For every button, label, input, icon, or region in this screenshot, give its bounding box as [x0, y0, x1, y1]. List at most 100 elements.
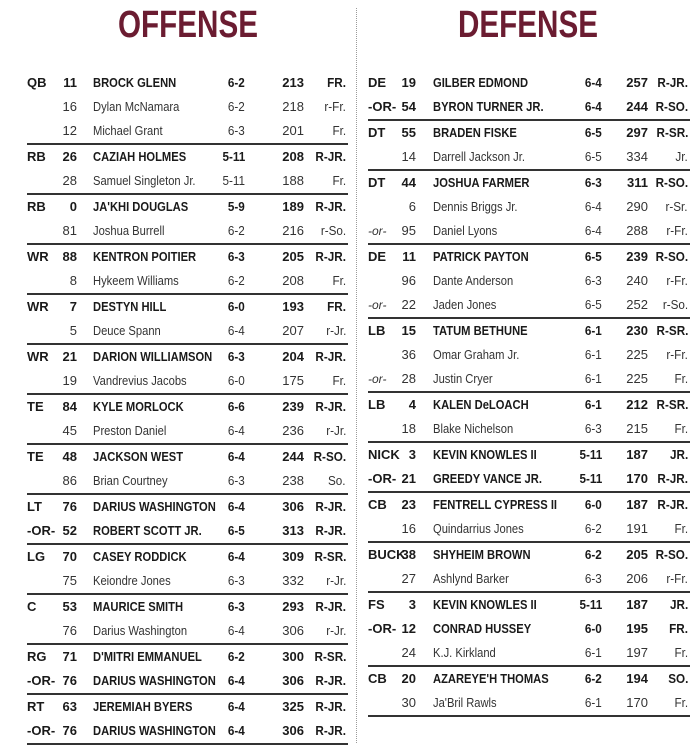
position-label: RG [27, 649, 47, 664]
player-name: JACKSON WEST [93, 449, 184, 464]
class-year: Fr. [674, 521, 688, 536]
height: 6-1 [585, 695, 602, 710]
backup-row: 6 Dennis Briggs Jr. 6-4 290 r-Sr. [368, 195, 690, 219]
backup-row: 36 Omar Graham Jr. 6-1 225 r-Fr. [368, 343, 690, 367]
offense-title: OFFENSE [118, 4, 258, 46]
position-group: LG 70 CASEY RODDICK 6-4 309 R-SR. 75 Keiondre J… [27, 545, 348, 595]
player-name: DESTYN HILL [93, 299, 167, 314]
starter-row: WR 88 KENTRON POITIER 6-3 205 R-JR. [27, 245, 348, 269]
position-group: FS 3 KEVIN KNOWLES II 5-11 187 JR. -OR- 12 CONRA… [368, 593, 690, 667]
jersey-number: 24 [401, 645, 416, 660]
class-year: R-SO. [655, 175, 688, 190]
jersey-number: 84 [62, 399, 77, 414]
position-group: WR 7 DESTYN HILL 6-0 193 FR. 5 Deuce Spann 6-4 20… [27, 295, 348, 345]
height: 6-1 [585, 371, 602, 386]
position-label: DE [368, 75, 387, 90]
jersey-number: 14 [401, 149, 416, 164]
starter-row: WR 7 DESTYN HILL 6-0 193 FR. [27, 295, 348, 319]
class-year: R-JR. [315, 249, 346, 264]
class-year: R-SO. [655, 249, 688, 264]
class-year: Fr. [332, 373, 346, 388]
starter-row: LB 4 KALEN DeLOACH 6-1 212 R-SR. [368, 393, 690, 417]
backup-row: 96 Dante Anderson 6-3 240 r-Fr. [368, 269, 690, 293]
position-label: DT [368, 175, 386, 190]
starter-row: RB 0 JA'KHI DOUGLAS 5-9 189 R-JR. [27, 195, 348, 219]
starter-row: RG 71 D'MITRI EMMANUEL 6-2 300 R-SR. [27, 645, 348, 669]
position-label: -OR- [27, 673, 56, 688]
class-year: r-Jr. [325, 423, 346, 438]
position-group: RG 71 D'MITRI EMMANUEL 6-2 300 R-SR. -OR- 76 DAR… [27, 645, 348, 695]
player-name: GILBER EDMOND [433, 75, 529, 90]
class-year: R-SO. [655, 547, 688, 562]
player-name: DARIUS WASHINGTON [93, 499, 216, 514]
weight: 297 [626, 125, 648, 140]
class-year: r-So. [662, 297, 688, 312]
starter-row: CB 23 FENTRELL CYPRESS II 6-0 187 R-JR. [368, 493, 690, 517]
weight: 213 [282, 75, 304, 90]
class-year: Fr. [674, 645, 688, 660]
jersey-number: 3 [408, 447, 416, 462]
weight: 216 [282, 223, 304, 238]
height: 6-2 [228, 99, 245, 114]
position-label: -OR- [27, 723, 56, 738]
position-label: LB [368, 397, 386, 412]
position-label: WR [27, 349, 49, 364]
jersey-number: 19 [62, 373, 77, 388]
height: 5-11 [222, 173, 245, 188]
player-name: Daniel Lyons [433, 223, 498, 238]
class-year: r-Jr. [325, 573, 346, 588]
player-name: Joshua Burrell [93, 223, 165, 238]
jersey-number: 18 [401, 421, 416, 436]
player-name: DARION WILLIAMSON [93, 349, 213, 364]
height: 6-0 [228, 299, 245, 314]
position-group: RT 63 JEREMIAH BYERS 6-4 325 R-JR. -OR- 76 DARIU… [27, 695, 348, 745]
class-year: R-JR. [657, 471, 688, 486]
height: 6-5 [585, 125, 602, 140]
weight: 288 [626, 223, 648, 238]
starter-row: LG 70 CASEY RODDICK 6-4 309 R-SR. [27, 545, 348, 569]
position-group: DE 19 GILBER EDMOND 6-4 257 R-JR. -OR- 54 BYRON … [368, 71, 690, 121]
height: 6-2 [228, 273, 245, 288]
weight: 225 [626, 347, 648, 362]
class-year: R-JR. [315, 673, 346, 688]
weight: 313 [282, 523, 304, 538]
class-year: R-SR. [314, 549, 346, 564]
weight: 170 [626, 695, 648, 710]
starter-row: -OR- 52 ROBERT SCOTT JR. 6-5 313 R-JR. [27, 519, 348, 543]
player-name: Brian Courtney [93, 473, 168, 488]
class-year: JR. [669, 447, 688, 462]
weight: 205 [626, 547, 648, 562]
jersey-number: 28 [401, 371, 416, 386]
class-year: Jr. [675, 149, 688, 164]
position-label: TE [27, 449, 44, 464]
player-name: MAURICE SMITH [93, 599, 184, 614]
height: 6-1 [585, 645, 602, 660]
position-group: BUCK 38 SHYHEIM BROWN 6-2 205 R-SO. 27 Ashlynd … [368, 543, 690, 593]
weight: 215 [626, 421, 648, 436]
height: 6-1 [585, 347, 602, 362]
position-label: -or- [368, 298, 387, 312]
position-label: RB [27, 199, 46, 214]
class-year: Fr. [674, 371, 688, 386]
height: 6-4 [228, 499, 245, 514]
height: 6-4 [585, 75, 602, 90]
weight: 334 [626, 149, 648, 164]
position-label: CB [368, 671, 387, 686]
player-name: KYLE MORLOCK [93, 399, 184, 414]
starter-row: FS 3 KEVIN KNOWLES II 5-11 187 JR. [368, 593, 690, 617]
weight: 175 [282, 373, 304, 388]
backup-row: 16 Quindarrius Jones 6-2 191 Fr. [368, 517, 690, 541]
class-year: FR. [327, 75, 346, 90]
weight: 218 [282, 99, 304, 114]
player-name: Vandrevius Jacobs [93, 373, 187, 388]
height: 6-0 [585, 497, 602, 512]
jersey-number: 76 [62, 673, 77, 688]
height: 6-4 [228, 423, 245, 438]
position-label: DT [368, 125, 386, 140]
position-label: FS [368, 597, 385, 612]
position-group: WR 21 DARION WILLIAMSON 6-3 204 R-JR. 19 Vandre… [27, 345, 348, 395]
weight: 189 [282, 199, 304, 214]
class-year: R-SR. [656, 125, 688, 140]
weight: 193 [282, 299, 304, 314]
jersey-number: 30 [401, 695, 416, 710]
